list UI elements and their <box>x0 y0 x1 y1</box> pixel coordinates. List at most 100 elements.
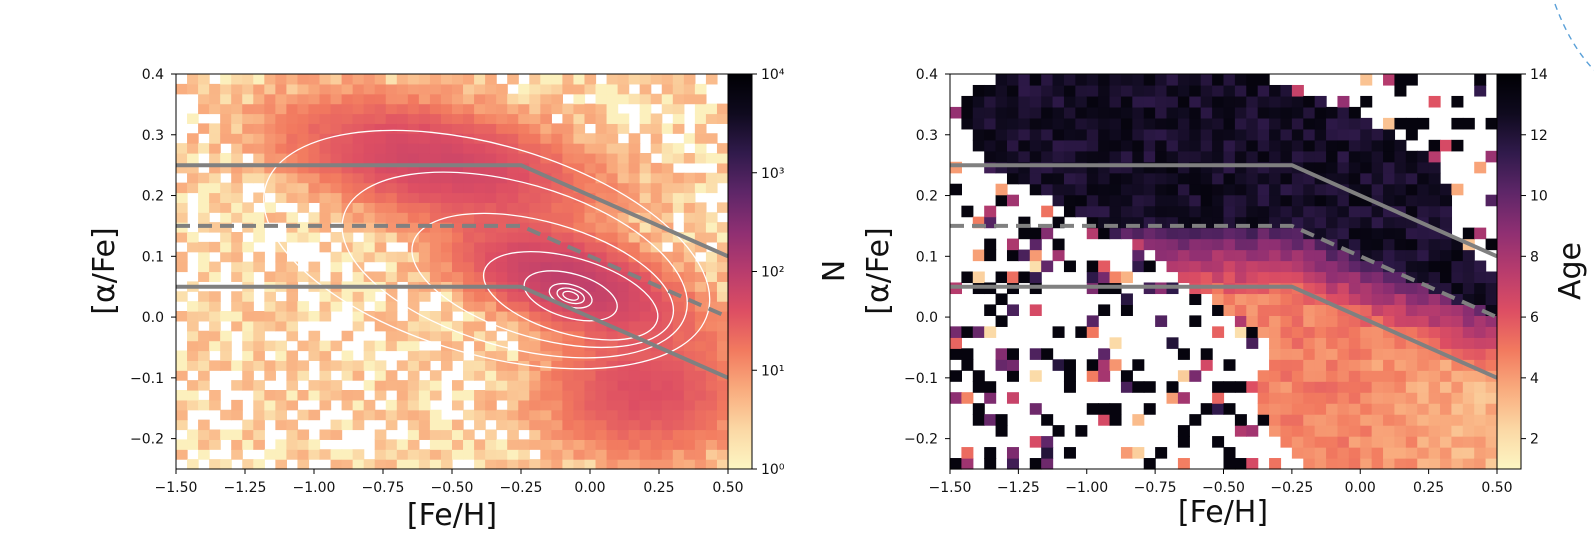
heatmap-cell <box>1348 370 1361 382</box>
heatmap-cell <box>429 103 442 115</box>
heatmap-cell <box>518 103 530 115</box>
heatmap-cell <box>628 281 641 292</box>
heatmap-cell <box>1337 238 1350 251</box>
heatmap-cell <box>1109 172 1122 185</box>
heatmap-cell <box>209 271 221 282</box>
heatmap-cell <box>995 315 1008 327</box>
density-contour <box>562 290 580 301</box>
heatmap-cell <box>1394 304 1407 316</box>
heatmap-cell <box>396 153 409 164</box>
heatmap-cell <box>1451 183 1464 196</box>
heatmap-cell <box>562 123 575 134</box>
heatmap-cell <box>716 301 729 312</box>
heatmap-cell <box>396 380 409 391</box>
heatmap-cell <box>1440 403 1453 415</box>
heatmap-cell <box>374 123 387 134</box>
x-tick-label: −1.25 <box>997 480 1040 496</box>
heatmap-cell <box>595 261 608 273</box>
heatmap-cell <box>573 409 586 421</box>
heatmap-cell <box>297 74 310 85</box>
heatmap-cell <box>1143 84 1156 97</box>
heatmap-cell <box>1143 205 1156 218</box>
heatmap-cell <box>198 241 210 253</box>
heatmap-cell <box>1041 95 1054 108</box>
heatmap-cell <box>507 113 519 124</box>
heatmap-cell <box>606 281 619 292</box>
heatmap-cell <box>628 74 641 85</box>
heatmap-cell <box>529 429 541 440</box>
heatmap-cell <box>341 153 354 164</box>
heatmap-cell <box>694 459 707 470</box>
heatmap-cell <box>628 350 641 361</box>
heatmap-cell <box>463 74 475 85</box>
heatmap-cell <box>1371 150 1384 163</box>
heatmap-cell <box>617 251 630 263</box>
heatmap-cell <box>1485 414 1498 426</box>
heatmap-cell <box>518 192 530 203</box>
heatmap-cell <box>385 222 398 233</box>
heatmap-cell <box>1006 128 1019 141</box>
heatmap-cell <box>540 330 552 342</box>
x-tick-label: 0.25 <box>643 480 674 496</box>
heatmap-cell <box>573 380 586 391</box>
heatmap-cell <box>1075 183 1088 196</box>
heatmap-cell <box>463 271 475 282</box>
heatmap-cell <box>705 449 718 460</box>
heatmap-cell <box>1360 304 1373 316</box>
heatmap-cell <box>1474 447 1487 459</box>
heatmap-cell <box>341 93 354 105</box>
heatmap-cell <box>297 93 310 105</box>
heatmap-cell <box>1155 194 1168 207</box>
left-division-lines <box>176 163 729 380</box>
heatmap-cell <box>1394 271 1407 284</box>
heatmap-cell <box>429 449 442 460</box>
heatmap-cell <box>1269 392 1282 404</box>
heatmap-cell <box>407 83 420 95</box>
heatmap-cell <box>984 249 997 262</box>
heatmap-cell <box>319 83 332 95</box>
heatmap-cell <box>540 93 552 105</box>
heatmap-cell <box>716 251 729 263</box>
heatmap-cell <box>672 301 685 312</box>
heatmap-cell <box>1155 216 1168 229</box>
heatmap-cell <box>984 304 997 316</box>
heatmap-cell <box>562 232 575 243</box>
heatmap-cell <box>363 113 376 124</box>
heatmap-cell <box>683 380 696 391</box>
heatmap-cell <box>286 449 299 460</box>
heatmap-cell <box>452 143 464 154</box>
heatmap-cell <box>1405 370 1418 382</box>
heatmap-cell <box>231 439 243 450</box>
heatmap-cell <box>330 202 343 213</box>
heatmap-cell <box>1371 381 1384 393</box>
heatmap-cell <box>485 409 497 421</box>
heatmap-cell <box>319 380 332 391</box>
heatmap-cell <box>584 153 597 164</box>
heatmap-cell <box>264 370 276 381</box>
heatmap-cell <box>341 133 354 144</box>
heatmap-cell <box>485 103 497 115</box>
heatmap-cell <box>716 409 729 421</box>
heatmap-cell <box>551 74 563 85</box>
heatmap-cell <box>1326 381 1339 393</box>
heatmap-cell <box>1360 216 1373 229</box>
heatmap-cell <box>396 192 409 203</box>
heatmap-cell <box>1177 260 1190 273</box>
heatmap-cell <box>950 161 962 174</box>
heatmap-cell <box>209 153 221 164</box>
heatmap-cell <box>1052 172 1065 185</box>
heatmap-cell <box>995 293 1008 306</box>
heatmap-cell <box>705 232 718 243</box>
heatmap-cell <box>573 370 586 381</box>
heatmap-cell <box>385 301 398 312</box>
heatmap-cell <box>507 251 519 263</box>
heatmap-cell <box>297 370 310 381</box>
heatmap-cell <box>1098 403 1111 415</box>
heatmap-cell <box>1166 84 1179 97</box>
heatmap-cell <box>683 133 696 144</box>
heatmap-cell <box>694 330 707 342</box>
heatmap-cell <box>220 83 232 95</box>
heatmap-cell <box>319 399 332 411</box>
heatmap-cell <box>429 419 442 431</box>
heatmap-cell <box>429 123 442 134</box>
